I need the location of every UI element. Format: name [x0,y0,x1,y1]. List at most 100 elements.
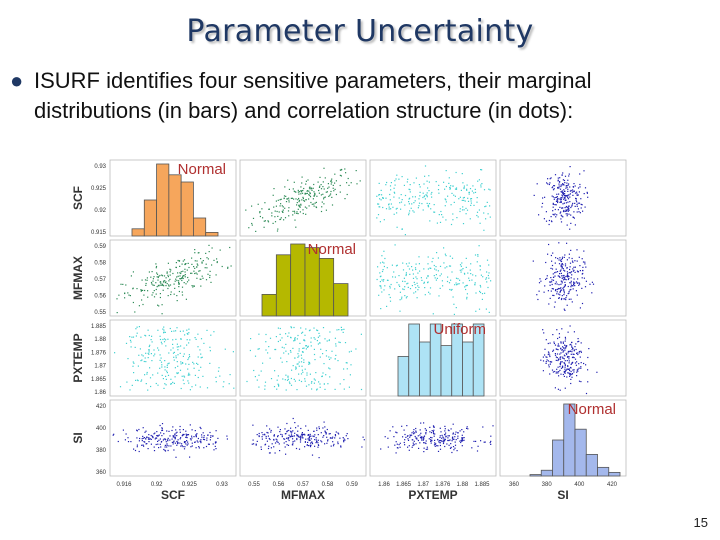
scatter-point [282,211,284,213]
scatter-point [178,281,180,284]
scatter-point [286,361,288,363]
scatter-point [564,197,566,200]
scatter-point [380,275,382,277]
scatter-point [141,279,143,281]
scatter-point [552,189,555,191]
scatter-point [568,194,570,196]
scatter-point [549,281,551,283]
scatter-point [379,281,381,283]
scatter-point [432,313,434,315]
scatter-point [315,372,317,374]
scatter-point [562,356,564,358]
scatter-point [390,283,392,286]
scatter-point [574,271,576,273]
scatter-point [139,437,141,440]
scatter-point [316,389,318,391]
scatter-point [304,334,306,336]
scatter-point [564,298,566,300]
scatter-point [552,210,554,212]
scatter-point [302,209,304,211]
scatter-point [183,259,186,261]
scatter-point [427,275,429,277]
scatter-point [155,263,157,265]
scatter-point [324,430,326,432]
scatter-point [160,446,162,448]
scatter-point [173,283,175,285]
scatter-point [383,262,385,264]
scatter-point [423,438,425,440]
scatter-point [548,183,550,186]
scatter-point [557,275,559,277]
scatter-point [570,284,572,286]
scatter-point [561,263,563,265]
scatter-point [344,439,346,441]
scatter-point [377,214,380,216]
scatter-point [425,429,427,431]
scatter-point [161,343,163,345]
scatter-point [327,440,329,442]
scatter-point [270,447,272,449]
scatter-point [343,388,345,390]
scatter-point [395,265,398,267]
scatter-point [559,270,561,272]
scatter-point [402,269,405,271]
scatter-point [279,205,281,207]
scatter-point [164,360,166,362]
scatter-point [346,193,348,196]
x-tick-label: 0.92 [151,482,163,488]
scatter-point [200,258,202,260]
scatter-point [184,446,186,448]
scatter-point [570,298,572,300]
scatter-point [181,362,184,364]
scatter-point [566,242,568,244]
scatter-point [310,382,313,384]
scatter-point [172,347,174,349]
scatter-point [330,180,332,183]
scatter-point [461,445,463,447]
scatter-point [286,430,288,432]
histogram-bar [156,163,170,237]
scatter-point [165,339,167,341]
scatter-point [141,379,143,381]
scatter-point [578,352,580,354]
scatter-point [576,294,578,296]
scatter-point [564,370,566,372]
scatter-point [182,362,184,364]
scatter-point [314,192,316,194]
scatter-point [567,285,569,288]
scatter-point [557,177,559,179]
scatter-point [166,272,168,274]
scatter-point [562,357,564,359]
scatter-point [376,217,378,219]
scatter-point [181,277,183,279]
scatter-point [227,266,229,268]
scatter-point [300,191,302,193]
scatter-point [474,188,476,190]
scatter-point [549,361,551,363]
scatter-point [163,329,165,331]
scatter-point [415,263,417,265]
scatter-point [163,338,166,340]
scatter-point [127,358,129,360]
scatter-point [287,375,289,377]
scatter-point [448,439,450,442]
scatter-point [570,277,572,279]
scatter-point [476,261,478,263]
scatter-point [344,198,346,200]
scatter-point [205,252,207,254]
scatter-point [184,334,186,336]
scatter-point [296,363,298,365]
scatter-point [409,197,411,199]
scatter-point [146,443,148,445]
scatter-point [284,433,286,435]
scatter-point [279,431,281,433]
scatter-point [137,365,139,367]
scatter-point [160,357,162,359]
scatter-point [487,213,489,215]
scatter-point [337,443,339,445]
panel-mfmax-vs-scf [109,239,237,317]
scatter-point [489,205,491,207]
scatter-point [425,442,427,445]
scatter-point [561,267,563,269]
scatter-point [379,262,382,264]
